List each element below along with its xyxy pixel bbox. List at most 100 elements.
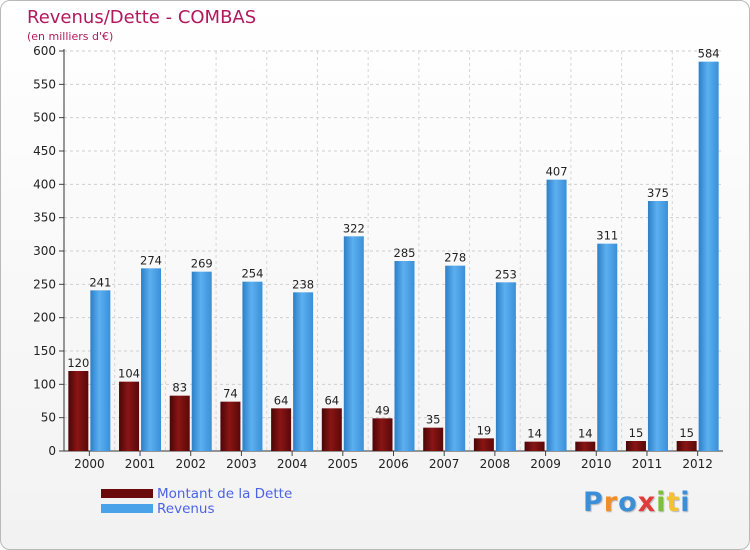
bar-revenus (647, 201, 668, 451)
data-label-dette: 14 (578, 427, 593, 441)
data-label-revenus: 311 (596, 229, 618, 243)
data-label-revenus: 407 (546, 165, 568, 179)
y-tick-label: 400 (33, 177, 56, 191)
y-tick-label: 250 (33, 277, 56, 291)
bar-revenus (191, 271, 212, 451)
y-tick-label: 600 (33, 44, 56, 58)
bar-revenus (445, 265, 466, 451)
grid-lines (64, 50, 723, 452)
x-tick-label: 2011 (632, 457, 663, 471)
bar-revenus (242, 281, 263, 451)
data-label-revenus: 254 (241, 267, 263, 281)
logo-letter: i (656, 487, 667, 518)
data-label-revenus: 375 (647, 186, 669, 200)
axes: 0 50 100 150 200 250 300 350 400 450 500 550 600 2000… (33, 44, 723, 471)
x-tick-label: 2009 (530, 457, 561, 471)
data-label-revenus: 584 (698, 47, 720, 61)
data-label-dette: 64 (274, 393, 289, 407)
legend-item-dette: Montant de la Dette (101, 485, 293, 502)
bar-dette (676, 441, 697, 451)
logo-letter: r (603, 487, 619, 518)
data-label-revenus: 269 (191, 257, 213, 271)
x-tick-label: 2000 (74, 457, 105, 471)
data-label-revenus: 238 (292, 277, 314, 291)
bar-dette (119, 381, 140, 451)
x-tick-label: 2008 (480, 457, 511, 471)
legend: Montant de la Dette Revenus (101, 485, 293, 517)
legend-swatch-revenus (101, 504, 153, 513)
data-label-revenus: 241 (89, 275, 111, 289)
data-label-revenus: 253 (495, 267, 517, 281)
x-tick-label: 2004 (277, 457, 308, 471)
legend-swatch-dette (101, 489, 153, 498)
data-label-revenus: 274 (140, 253, 162, 267)
bar-dette (169, 395, 190, 451)
x-tick-label: 2005 (328, 457, 359, 471)
y-tick-label: 450 (33, 144, 56, 158)
legend-label-revenus: Revenus (157, 500, 215, 517)
data-label-dette: 120 (67, 356, 89, 370)
bar-revenus (343, 236, 364, 451)
bar-revenus (698, 61, 719, 452)
data-label-dette: 83 (172, 381, 187, 395)
data-label-dette: 35 (426, 413, 441, 427)
data-label-revenus: 285 (394, 246, 416, 260)
x-tick-label: 2012 (682, 457, 713, 471)
bar-revenus (90, 290, 111, 451)
legend-item-revenus: Revenus (101, 500, 292, 517)
bar-dette (220, 401, 241, 451)
x-tick-label: 2006 (378, 457, 409, 471)
y-tick-label: 100 (33, 377, 56, 391)
y-tick-label: 350 (33, 211, 56, 225)
y-tick-label: 550 (33, 77, 56, 91)
x-tick-label: 2010 (581, 457, 612, 471)
data-label-dette: 15 (629, 426, 644, 440)
bar-revenus (597, 243, 618, 451)
bar-dette (423, 427, 444, 451)
y-tick-label: 0 (48, 444, 56, 458)
data-label-dette: 15 (679, 426, 694, 440)
data-label-revenus: 322 (343, 221, 365, 235)
y-tick-label: 300 (33, 244, 56, 258)
data-label-dette: 104 (118, 367, 140, 381)
chart-subtitle: (en milliers d'€) (27, 30, 114, 43)
y-tick-label: 500 (33, 111, 56, 125)
logo-letter: x (637, 487, 657, 518)
legend-label-dette: Montant de la Dette (157, 485, 293, 502)
bar-dette (524, 441, 545, 451)
y-tick-label: 200 (33, 311, 56, 325)
data-label-dette: 49 (375, 403, 390, 417)
proxiti-logo: Proxiti (583, 487, 691, 518)
data-label-dette: 74 (223, 387, 238, 401)
data-label-dette: 19 (477, 423, 492, 437)
data-label-dette: 64 (324, 393, 339, 407)
bar-dette (271, 408, 292, 451)
bars (68, 61, 719, 452)
bar-revenus (495, 282, 516, 451)
chart-title: Revenus/Dette - COMBAS (27, 7, 257, 28)
x-tick-label: 2007 (429, 457, 460, 471)
bar-dette (372, 418, 393, 451)
bar-dette (321, 408, 342, 451)
logo-letter: P (583, 487, 604, 518)
bar-dette (68, 371, 89, 451)
bar-revenus (141, 268, 162, 451)
bar-dette (575, 441, 596, 451)
bar-dette (473, 438, 494, 451)
bar-revenus (293, 292, 314, 451)
x-tick-label: 2002 (175, 457, 206, 471)
bar-revenus (394, 261, 415, 451)
x-tick-label: 2003 (226, 457, 257, 471)
bar-dette (625, 441, 646, 451)
data-label-revenus: 278 (444, 251, 466, 265)
logo-letter: t (666, 487, 681, 518)
y-tick-label: 150 (33, 344, 56, 358)
y-tick-label: 50 (41, 411, 56, 425)
x-tick-label: 2001 (125, 457, 156, 471)
data-label-dette: 14 (527, 427, 542, 441)
logo-letter: o (618, 487, 638, 518)
logo-letter: i (680, 487, 691, 518)
labels: 120 241 104 274 83 269 74 254 64 238 64 322 49 285 35 2… (67, 47, 719, 441)
